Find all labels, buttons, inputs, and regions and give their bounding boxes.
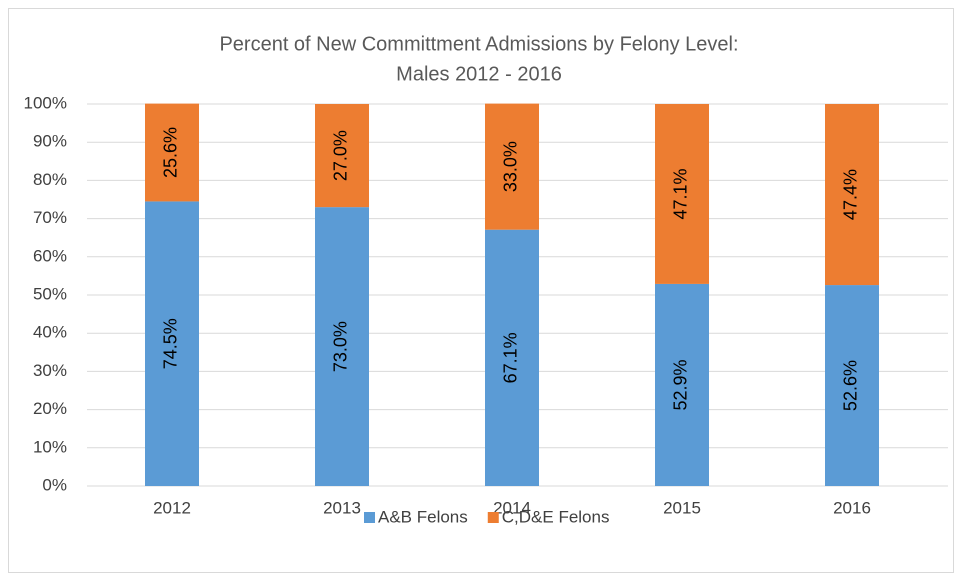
y-tick-label: 70% bbox=[33, 208, 67, 227]
y-tick-label: 90% bbox=[33, 132, 67, 151]
y-tick-label: 0% bbox=[42, 475, 67, 494]
y-tick-label: 10% bbox=[33, 437, 67, 456]
x-tick-label: 2016 bbox=[833, 498, 871, 517]
y-tick-label: 60% bbox=[33, 246, 67, 265]
value-label: 67.1% bbox=[501, 332, 521, 383]
chart-title: Males 2012 - 2016 bbox=[396, 63, 562, 85]
legend-label: A&B Felons bbox=[378, 507, 468, 526]
y-tick-label: 40% bbox=[33, 323, 67, 342]
bar-segment bbox=[315, 104, 369, 208]
y-tick-label: 80% bbox=[33, 170, 67, 189]
bar-segment bbox=[315, 207, 369, 486]
bar-segment bbox=[485, 103, 539, 230]
value-label: 27.0% bbox=[331, 130, 351, 181]
x-tick-label: 2012 bbox=[153, 498, 191, 517]
value-label: 52.6% bbox=[841, 360, 861, 411]
value-label: 47.4% bbox=[841, 169, 861, 220]
x-tick-label: 2014 bbox=[493, 498, 531, 517]
bar-segment bbox=[825, 285, 879, 486]
value-label: 52.9% bbox=[671, 359, 691, 410]
y-tick-label: 50% bbox=[33, 284, 67, 303]
x-tick-label: 2015 bbox=[663, 498, 701, 517]
legend-swatch bbox=[364, 512, 375, 523]
bar-segment bbox=[655, 104, 709, 284]
legend-swatch bbox=[487, 512, 499, 523]
y-tick-label: 100% bbox=[24, 93, 67, 112]
bar-segment bbox=[145, 201, 199, 486]
value-label: 47.1% bbox=[671, 168, 691, 219]
value-label: 33.0% bbox=[501, 141, 521, 192]
x-tick-label: 2013 bbox=[323, 498, 361, 517]
y-tick-label: 30% bbox=[33, 361, 67, 380]
value-label: 73.0% bbox=[331, 321, 351, 372]
bar-segment bbox=[825, 104, 879, 286]
value-label: 74.5% bbox=[161, 318, 181, 369]
bar-segment bbox=[485, 229, 539, 487]
bar-segment bbox=[655, 283, 709, 486]
chart-title: Percent of New Committment Admissions by… bbox=[219, 33, 738, 55]
y-tick-label: 20% bbox=[33, 399, 67, 418]
value-label: 25.6% bbox=[161, 127, 181, 178]
bar-segment bbox=[145, 103, 199, 202]
legend-label: C,D&E Felons bbox=[502, 507, 610, 526]
